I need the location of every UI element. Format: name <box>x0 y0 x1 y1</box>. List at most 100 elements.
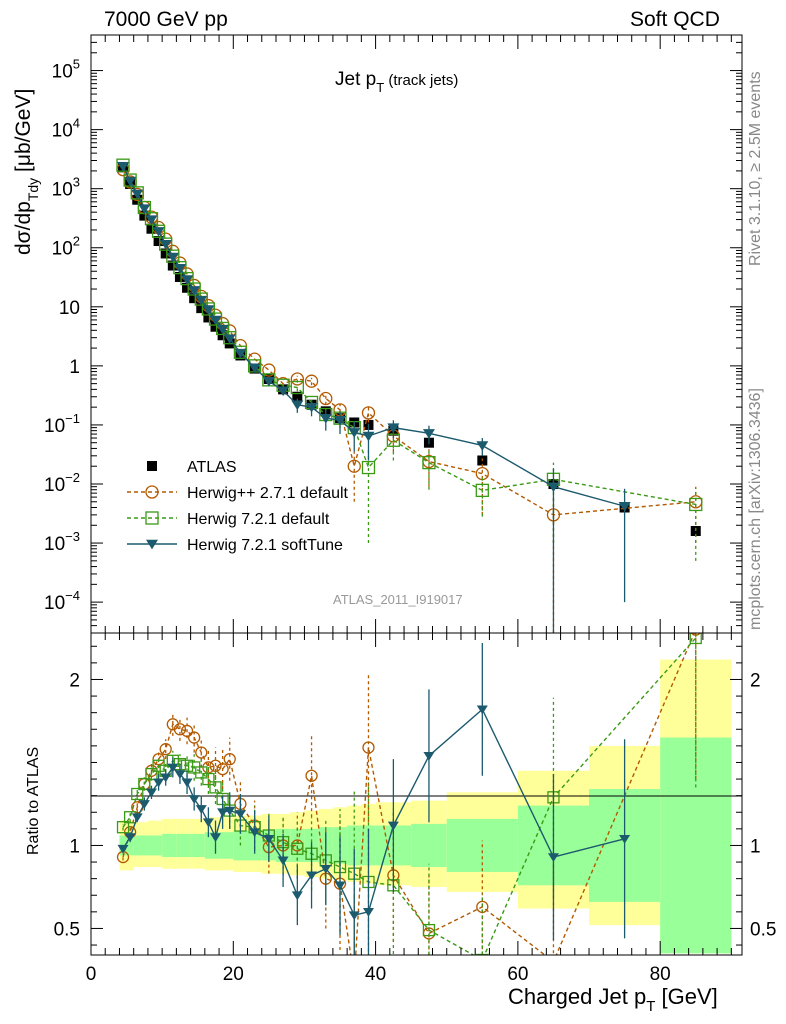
x-tick-label: 40 <box>365 964 386 985</box>
softtune-ratio-point <box>153 778 165 788</box>
softtune-point <box>181 275 194 285</box>
softtune-ratio-point <box>263 834 275 844</box>
softtune-ratio-point <box>291 891 303 901</box>
atlas-point <box>217 330 228 341</box>
herwigpp-ratio-point <box>349 973 360 984</box>
rivet-version-label: Rivet 3.1.10, ≥ 2.5M events <box>747 71 764 266</box>
x-tick-label: 60 <box>507 964 528 985</box>
softtune-ratio-point <box>547 853 559 863</box>
ratio-y-tick-label: 1 <box>69 836 80 857</box>
header-category: Soft QCD <box>630 8 720 31</box>
mcplots-label: mcplots.cern.ch [arXiv:1306.3436] <box>747 388 764 630</box>
atlas-point <box>146 223 157 234</box>
softtune-point <box>387 423 400 434</box>
inner-band-segment <box>147 835 163 856</box>
herwig721-ratio-point <box>195 766 208 779</box>
softtune-ratio-point <box>619 834 631 844</box>
legend-marker-softtune <box>146 539 158 550</box>
ratio-panel: 0.5 0.51 12 20 20 40 60 80 Ratio to ATLAS Charg… <box>25 632 776 1015</box>
atlas-point <box>139 210 150 221</box>
inner-band-segment <box>162 833 177 858</box>
softtune-ratio-point <box>249 828 261 838</box>
herwig721-point <box>173 261 187 275</box>
legend-marker-herwigpp <box>145 485 159 499</box>
softtune-ratio-point <box>423 751 435 761</box>
softtune-point <box>195 295 208 306</box>
herwigpp-ratio-point <box>362 741 375 754</box>
softtune-point <box>223 334 236 344</box>
softtune-ratio-point <box>277 856 289 866</box>
softtune-ratio-point <box>476 705 488 715</box>
y-tick-label: 10−2 <box>44 470 80 496</box>
inner-band-segment <box>411 823 447 868</box>
inner-band-segment <box>347 825 362 866</box>
ratio-uncertainty-bands <box>119 659 732 954</box>
softtune-ratio-point <box>195 805 207 814</box>
atlas-point <box>292 391 303 402</box>
legend-marker-herwig721 <box>145 511 159 525</box>
herwig721-ratio-point <box>116 821 130 834</box>
legend: ATLAS Herwig++ 2.7.1 default Herwig 7.2.1 … <box>127 459 349 554</box>
legend-label-softtune: Herwig 7.2.1 softTune <box>187 537 343 554</box>
softtune-point <box>124 176 137 187</box>
softtune-point <box>476 441 489 451</box>
herwig721-ratio-point <box>138 777 151 791</box>
legend-label-herwig721: Herwig 7.2.1 default <box>187 511 330 528</box>
softtune-point <box>334 416 347 426</box>
y-tick-label: 103 <box>52 175 80 201</box>
atlas-point <box>182 282 193 293</box>
herwig721-point <box>475 483 489 498</box>
atlas-point <box>132 194 143 205</box>
herwigpp-ratio-point <box>548 956 559 967</box>
herwig721-line <box>122 164 696 506</box>
herwigpp-point <box>361 406 376 420</box>
softtune-ratio-point <box>387 821 399 831</box>
softtune-point <box>202 305 215 315</box>
herwigpp-point <box>347 459 361 473</box>
softtune-point <box>618 502 631 512</box>
herwig721-ratio-point <box>689 633 702 645</box>
herwigpp-ratio-point <box>180 724 194 738</box>
softtune-point <box>209 315 222 326</box>
ratio-y-tick-label: 0.5 <box>54 919 80 940</box>
softtune-point <box>152 227 165 237</box>
herwigpp-ratio-point <box>173 723 187 736</box>
softtune-point <box>159 239 172 250</box>
softtune-ratio-point <box>348 911 360 921</box>
herwigpp-ratio-point <box>188 731 201 744</box>
ratio-axes-ticks: 0.5 0.51 12 20 20 40 60 80 <box>54 633 776 985</box>
x-tick-label: 20 <box>223 964 244 985</box>
ratio-y-tick-label-right: 2 <box>750 670 761 691</box>
softtune-point <box>173 264 186 274</box>
softtune-ratio-point <box>181 778 193 788</box>
inner-band-segment <box>660 737 732 954</box>
softtune-ratio-point <box>160 773 172 783</box>
atlas-point <box>203 312 214 323</box>
softtune-ratio-point <box>138 800 150 809</box>
herwigpp-ratio-point <box>159 743 172 756</box>
ratio-series-layer <box>116 633 702 984</box>
softtune-ratio-point <box>234 810 246 819</box>
softtune-ratio-point <box>117 844 129 854</box>
softtune-ratio-point <box>145 788 157 798</box>
inner-band-segment <box>133 835 148 856</box>
inner-band-segment <box>219 832 234 859</box>
herwigpp-point <box>262 363 276 377</box>
herwig721-ratio-point <box>422 923 436 937</box>
ratio-plot-frame <box>90 632 743 956</box>
ratio-y-tick-label-right: 0.5 <box>750 919 776 940</box>
softtune-ratio-point <box>174 770 186 780</box>
y-tick-label: 10−1 <box>44 411 80 437</box>
herwig721-ratio-point <box>202 772 215 786</box>
ratio-y-axis-label: Ratio to ATLAS <box>25 747 42 855</box>
y-tick-label: 102 <box>52 234 80 260</box>
softtune-point <box>305 402 318 413</box>
softtune-point <box>362 431 375 442</box>
herwig721-ratio-point <box>209 781 222 794</box>
x-tick-label: 80 <box>650 964 671 985</box>
atlas-point <box>167 260 178 271</box>
herwigpp-point <box>304 374 319 388</box>
softtune-ratio-point <box>224 806 236 816</box>
